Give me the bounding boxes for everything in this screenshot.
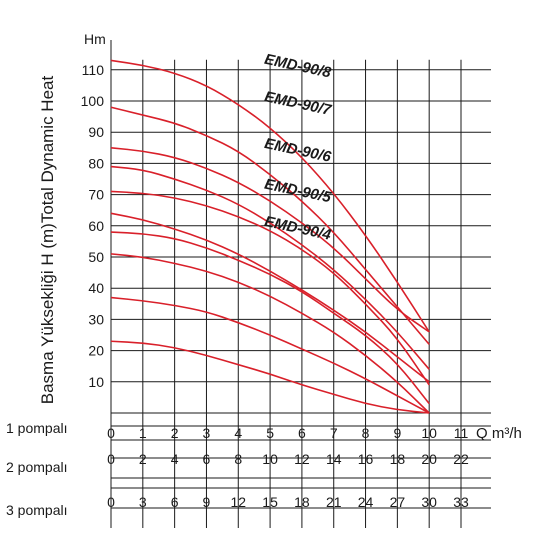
- x-tick-label: 21: [326, 494, 342, 510]
- pump-curve: [110, 253, 430, 414]
- x-tick-label: 33: [453, 494, 469, 510]
- x-tick-label: 3: [203, 425, 211, 441]
- x-tick-label: 9: [203, 494, 211, 510]
- pump-curve: [110, 165, 430, 370]
- x-tick-label: 8: [234, 451, 242, 467]
- model-label: EMD-90/6: [263, 135, 333, 166]
- x-tick-label: 3: [139, 494, 147, 510]
- x-axis-row-label: 3 pompalı: [6, 502, 67, 518]
- x-tick-label: 7: [330, 425, 338, 441]
- model-label: EMD-90/8: [263, 51, 333, 82]
- grid-layer: [110, 40, 491, 528]
- x-tick-label: 2: [139, 451, 147, 467]
- x-tick-label: 9: [393, 425, 401, 441]
- x-tick-label: 0: [107, 494, 115, 510]
- x-tick-label: 6: [203, 451, 211, 467]
- y-tick-label: 80: [88, 155, 104, 171]
- pump-curve: [110, 190, 430, 386]
- x-tick-label: 8: [362, 425, 370, 441]
- x-tick-label: 14: [326, 451, 342, 467]
- x-tick-label: 2: [171, 425, 179, 441]
- x-axis-row-label: 1 pompalı: [6, 420, 67, 436]
- x-tick-label: 0: [107, 451, 115, 467]
- x-tick-label: 30: [421, 494, 437, 510]
- y-tick-label: 90: [88, 124, 104, 140]
- x-tick-label: 20: [421, 451, 437, 467]
- y-tick-label: 10: [88, 374, 104, 390]
- x-tick-label: 6: [171, 494, 179, 510]
- y-tick-label: 100: [81, 93, 105, 109]
- y-tick-label: 30: [88, 311, 104, 327]
- x-tick-label: 15: [262, 494, 278, 510]
- y-tick-label: 20: [88, 343, 104, 359]
- model-label: EMD-90/7: [263, 88, 333, 119]
- x-tick-label: 10: [421, 425, 437, 441]
- pump-curve: [110, 59, 430, 333]
- curve-layer: [110, 59, 430, 414]
- x-tick-label: 0: [107, 425, 115, 441]
- y-tick-label: 70: [88, 187, 104, 203]
- y-axis-title: Basma Yüksekliği H (m)Total Dynamic Heat: [38, 76, 57, 405]
- x-tick-label: 27: [390, 494, 406, 510]
- x-tick-label: 12: [230, 494, 246, 510]
- pump-curve: [110, 296, 430, 414]
- y-tick-label: 60: [88, 218, 104, 234]
- pump-curve: [110, 231, 430, 405]
- x-tick-label: 11: [454, 425, 469, 441]
- x-tick-label: 5: [266, 425, 274, 441]
- x-tick-label: 4: [171, 451, 179, 467]
- x-tick-label: 12: [294, 451, 310, 467]
- pump-curve: [110, 340, 430, 414]
- x-tick-label: 4: [234, 425, 242, 441]
- x-tick-label: 6: [298, 425, 306, 441]
- pump-curve: [110, 212, 430, 383]
- y-tick-label: 50: [88, 249, 104, 265]
- pump-curve: [110, 147, 430, 333]
- x-tick-label: 16: [358, 451, 374, 467]
- y-tick-label: 40: [88, 280, 104, 296]
- x-tick-label: 10: [262, 451, 278, 467]
- pump-curve: [110, 106, 430, 345]
- x-tick-label: 18: [390, 451, 406, 467]
- x-tick-label: 1: [139, 425, 147, 441]
- x-tick-label: 24: [358, 494, 374, 510]
- y-axis-unit: Hm: [84, 31, 106, 47]
- x-axis-row-label: 2 pompalı: [6, 459, 67, 475]
- x-axis-unit: Q m³/h: [476, 425, 522, 442]
- y-tick-label: 110: [82, 62, 105, 78]
- x-tick-label: 18: [294, 494, 310, 510]
- model-label: EMD-90/4: [263, 213, 333, 244]
- x-tick-label: 22: [453, 451, 469, 467]
